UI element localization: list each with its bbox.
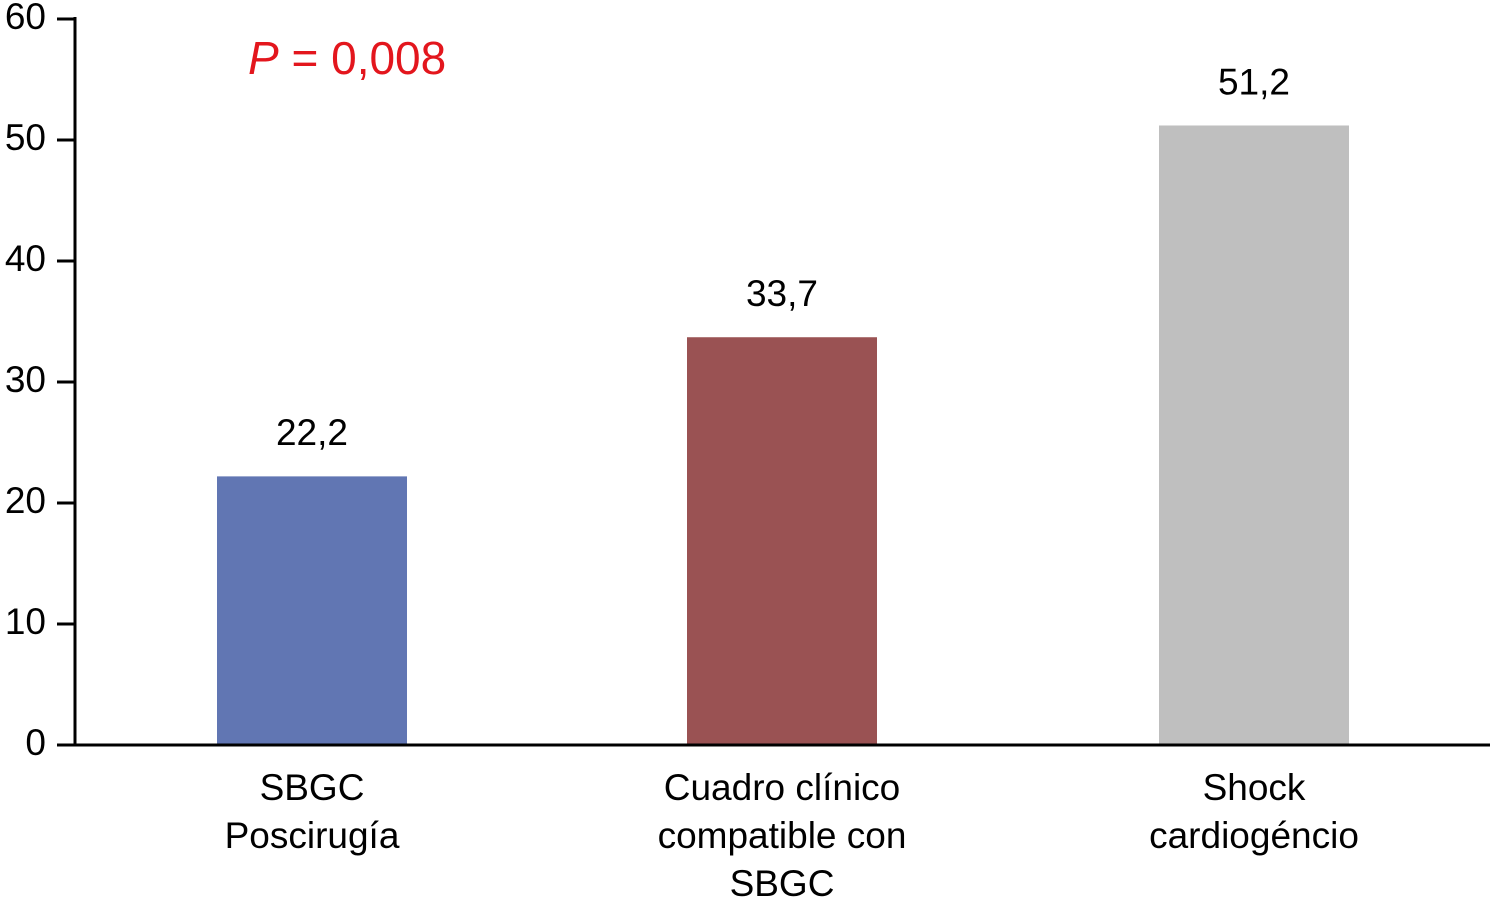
bar [1159,125,1349,746]
y-tick-label: 60 [5,0,46,37]
value-label: 33,7 [746,273,818,314]
x-tick-label: SBGC [260,767,365,808]
y-tick-label: 30 [5,359,46,400]
y-tick-label: 50 [5,117,46,158]
value-label: 51,2 [1218,61,1290,102]
y-tick-label: 0 [25,722,46,763]
annotation-symbol: P [248,32,279,84]
annotation: P = 0,008 [248,32,446,84]
x-tick-label: Cuadro clínico [664,767,901,808]
bar [687,337,877,745]
y-tick-label: 10 [5,601,46,642]
value-label: 22,2 [276,412,348,453]
y-tick-label: 20 [5,480,46,521]
x-tick-label: Poscirugía [225,815,400,856]
x-tick-label: SBGC [730,863,835,904]
x-tick-label: compatible con [658,815,907,856]
y-tick-label: 40 [5,238,46,279]
bar [217,476,407,745]
annotation-value: = 0,008 [291,32,446,84]
x-tick-label: Shock [1203,767,1306,808]
x-tick-label: cardiogéncio [1149,815,1359,856]
